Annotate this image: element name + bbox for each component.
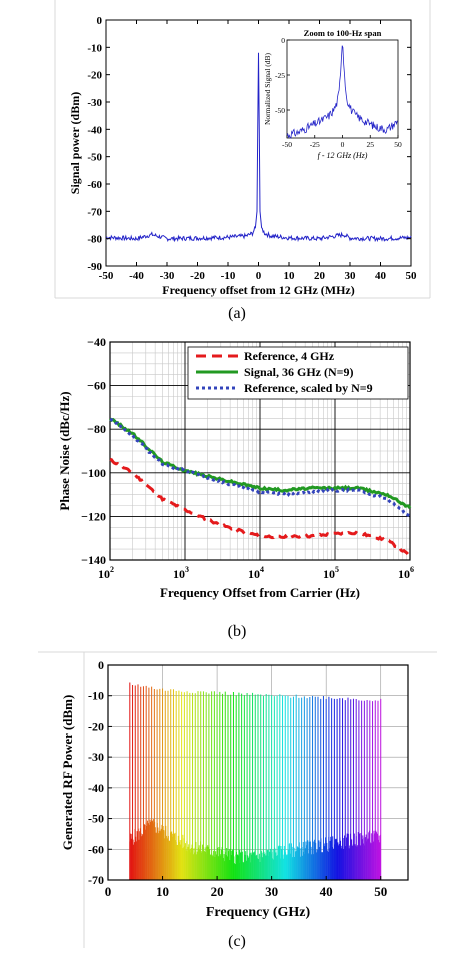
legend-label: Reference, scaled by N=9 bbox=[244, 381, 373, 395]
inset-y-tick-label: -25 bbox=[275, 71, 285, 80]
x-axis-label: Frequency (GHz) bbox=[206, 905, 311, 920]
inset-y-tick-label: -50 bbox=[275, 106, 285, 115]
inset-x-tick-label: 25 bbox=[367, 140, 375, 149]
inset-trace bbox=[286, 45, 398, 139]
y-tick-label: -50 bbox=[87, 152, 102, 164]
x-tick-label: 102 bbox=[98, 565, 114, 581]
signal-trace bbox=[105, 52, 412, 243]
y-tick-label: -90 bbox=[87, 261, 102, 273]
panel-c-chart: 0 10 20 30 40 50 0 -10 -20 -30 -40 -50 -60 -70 Frequen… bbox=[60, 658, 409, 920]
y-tick-label: -10 bbox=[88, 689, 104, 703]
y-axis-label: Generated RF Power (dBm) bbox=[60, 695, 75, 851]
inset-frame bbox=[286, 39, 399, 139]
series-line-2 bbox=[109, 417, 411, 518]
y-tick-label: -30 bbox=[87, 97, 102, 109]
y-tick-label: −120 bbox=[81, 509, 106, 523]
x-tick-label: -50 bbox=[99, 270, 114, 282]
x-tick-label: 0 bbox=[256, 270, 262, 282]
inset-x-label: f - 12 GHz (Hz) bbox=[318, 151, 368, 160]
inset-y-tick-label: 0 bbox=[281, 36, 285, 45]
y-tick-label: -40 bbox=[87, 124, 102, 136]
x-tick-label: 50 bbox=[374, 884, 387, 899]
y-tick-label: -50 bbox=[88, 812, 104, 826]
inset-x-tick-label: -25 bbox=[310, 140, 320, 149]
y-tick-label: -60 bbox=[87, 179, 102, 191]
x-tick-label: -10 bbox=[221, 270, 236, 282]
y-tick-label: −140 bbox=[81, 553, 106, 567]
x-tick-label: 50 bbox=[406, 270, 418, 282]
y-axis-label: Signal power (dBm) bbox=[68, 92, 82, 194]
inset-x-tick-label: 0 bbox=[341, 140, 345, 149]
y-tick-label: -70 bbox=[88, 873, 104, 887]
y-tick-label: -30 bbox=[88, 750, 104, 764]
x-tick-label: 40 bbox=[320, 884, 333, 899]
y-tick-label: 0 bbox=[97, 15, 103, 27]
x-tick-label: 10 bbox=[156, 884, 169, 899]
x-tick-label: 104 bbox=[248, 565, 264, 581]
inset-chart: -50 -25 0 25 50 0 -25 -50 Zoom to 100-Hz span f -… bbox=[263, 28, 402, 160]
inset-x-tick-label: 50 bbox=[394, 140, 402, 149]
y-tick-label: 0 bbox=[98, 658, 104, 672]
caption-a: (a) bbox=[228, 305, 246, 322]
x-tick-label: 106 bbox=[398, 565, 414, 581]
y-axis-label: Phase Noise (dBc/Hz) bbox=[57, 391, 72, 510]
x-tick-label: 40 bbox=[375, 270, 387, 282]
x-tick-label: 0 bbox=[105, 884, 112, 899]
x-tick-label: -20 bbox=[190, 270, 205, 282]
legend-label: Reference, 4 GHz bbox=[244, 349, 335, 363]
panel-a-chart: -50 -40 -30 -20 -10 0 10 20 30 40 50 0 -10 -20 -30 -40 -… bbox=[68, 15, 417, 297]
inset-y-label: Normalized Signal (dB) bbox=[263, 52, 272, 125]
legend: Reference, 4 GHz Signal, 36 GHz (N=9) Refe… bbox=[187, 346, 409, 400]
y-tick-label: -20 bbox=[88, 719, 104, 733]
x-tick-label: 10 bbox=[284, 270, 296, 282]
x-tick-label: 20 bbox=[314, 270, 326, 282]
legend-label: Signal, 36 GHz (N=9) bbox=[244, 365, 354, 379]
y-tick-label: −100 bbox=[81, 466, 106, 480]
x-axis-label: Frequency Offset from Carrier (Hz) bbox=[160, 585, 360, 600]
x-tick-label: 105 bbox=[323, 565, 339, 581]
x-axis-label: Frequency offset from 12 GHz (MHz) bbox=[162, 283, 355, 297]
x-tick-label: 103 bbox=[173, 565, 189, 581]
caption-c: (c) bbox=[228, 933, 246, 950]
y-tick-label: -80 bbox=[87, 234, 102, 246]
x-tick-label: -40 bbox=[129, 270, 144, 282]
inset-title: Zoom to 100-Hz span bbox=[304, 28, 382, 38]
y-tick-label: -20 bbox=[87, 70, 102, 82]
plot-frame bbox=[107, 664, 409, 881]
x-tick-label: 30 bbox=[265, 884, 278, 899]
x-tick-label: 20 bbox=[211, 884, 224, 899]
y-tick-label: -10 bbox=[87, 42, 102, 54]
y-tick-label: -60 bbox=[88, 842, 104, 856]
y-tick-label: −40 bbox=[87, 335, 106, 349]
y-tick-label: -70 bbox=[87, 206, 102, 218]
plot-frame bbox=[109, 341, 411, 561]
inset-x-tick-label: -50 bbox=[282, 140, 292, 149]
x-tick-label: 30 bbox=[345, 270, 357, 282]
caption-b: (b) bbox=[228, 623, 247, 640]
series-line-0 bbox=[109, 457, 411, 557]
y-tick-label: -40 bbox=[88, 781, 104, 795]
panel-b-chart: Reference, 4 GHz Signal, 36 GHz (N=9) Refe… bbox=[57, 335, 414, 600]
y-tick-label: −80 bbox=[87, 422, 106, 436]
y-tick-label: −60 bbox=[87, 379, 106, 393]
x-tick-label: -30 bbox=[160, 270, 175, 282]
